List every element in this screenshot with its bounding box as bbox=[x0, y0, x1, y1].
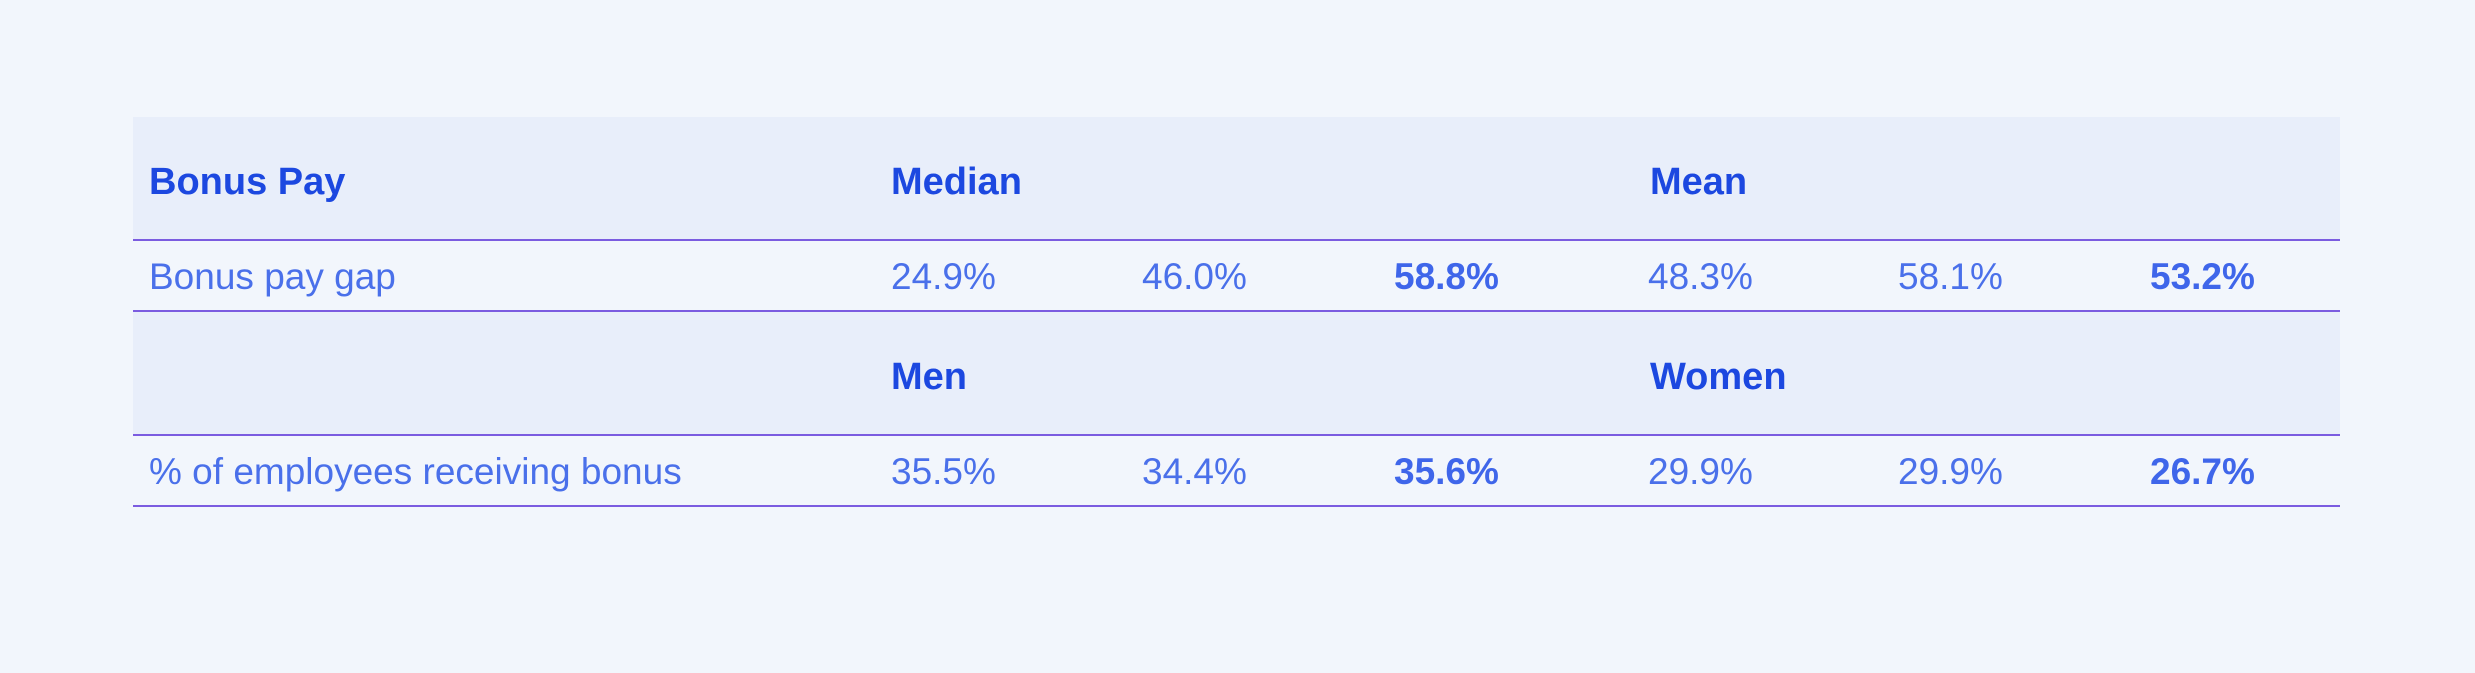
value-cell: 48.3% bbox=[1648, 255, 1753, 297]
section-title: Bonus Pay bbox=[149, 160, 346, 203]
column-group-men: Men bbox=[891, 355, 967, 398]
row-label: Bonus pay gap bbox=[149, 255, 396, 297]
table-header-row: Bonus Pay Median Mean bbox=[133, 117, 2340, 241]
column-group-median: Median bbox=[891, 160, 1022, 203]
table-header-row: Men Women bbox=[133, 312, 2340, 436]
column-group-women: Women bbox=[1650, 355, 1787, 398]
value-cell: 35.5% bbox=[891, 450, 996, 492]
value-cell-highlight: 35.6% bbox=[1394, 450, 1499, 492]
table-row: Bonus pay gap 24.9% 46.0% 58.8% 48.3% 58… bbox=[133, 241, 2340, 312]
value-cell: 29.9% bbox=[1648, 450, 1753, 492]
bonus-pay-table: Bonus Pay Median Mean Bonus pay gap 24.9… bbox=[133, 117, 2340, 507]
value-cell-highlight: 26.7% bbox=[2150, 450, 2255, 492]
value-cell: 24.9% bbox=[891, 255, 996, 297]
value-cell: 29.9% bbox=[1898, 450, 2003, 492]
value-cell-highlight: 58.8% bbox=[1394, 255, 1499, 297]
row-label: % of employees receiving bonus bbox=[149, 450, 682, 492]
table-row: % of employees receiving bonus 35.5% 34.… bbox=[133, 436, 2340, 507]
column-group-mean: Mean bbox=[1650, 160, 1748, 203]
value-cell: 34.4% bbox=[1142, 450, 1247, 492]
value-cell-highlight: 53.2% bbox=[2150, 255, 2255, 297]
value-cell: 58.1% bbox=[1898, 255, 2003, 297]
value-cell: 46.0% bbox=[1142, 255, 1247, 297]
